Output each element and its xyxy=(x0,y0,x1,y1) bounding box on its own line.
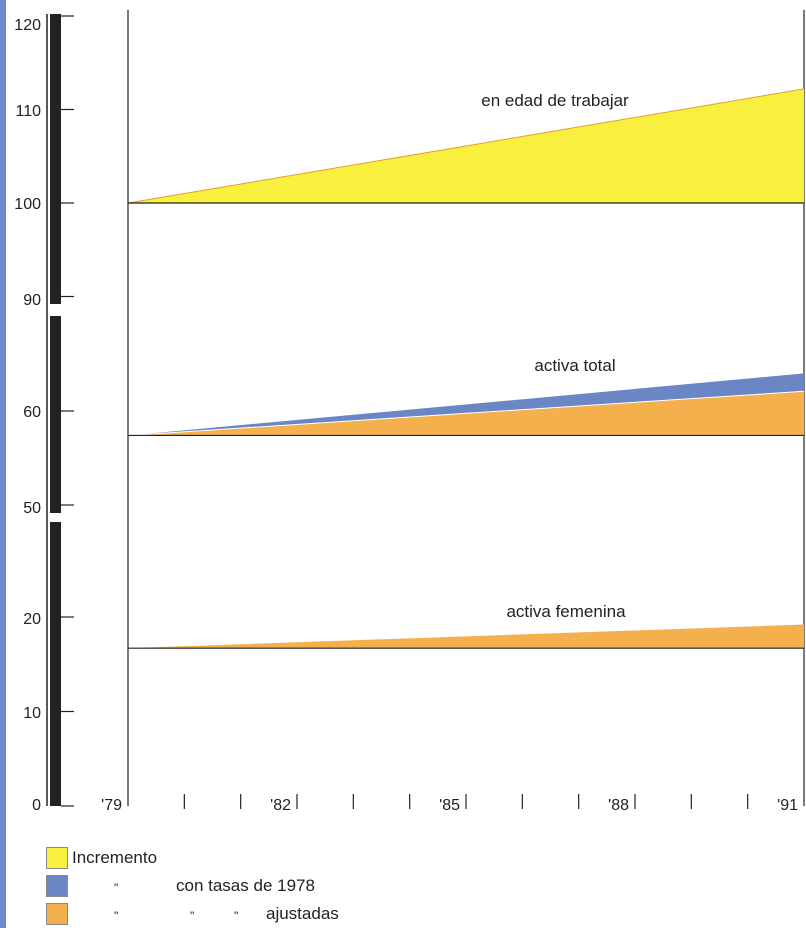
y-tick-label-50: 50 xyxy=(23,500,41,517)
legend-label-ajustadas: ajustadas xyxy=(266,904,339,923)
x-tick-label-85: '85 xyxy=(439,797,460,814)
x-tick-label-88: '88 xyxy=(608,797,629,814)
y-tick-label-60: 60 xyxy=(23,404,41,421)
legend-label-incremento: Incremento xyxy=(72,848,158,867)
x-tick-label-82: '82 xyxy=(270,797,291,814)
y-tick-label-20: 20 xyxy=(23,611,41,628)
y-axis-bar-segment xyxy=(50,14,61,304)
y-tick-label-100: 100 xyxy=(14,196,41,213)
legend-row-tasas-1978: " con tasas de 1978 xyxy=(46,874,446,898)
legend-row-incremento: Incremento xyxy=(46,846,446,870)
legend: Incremento " con tasas de 1978 " " " aju… xyxy=(46,846,446,928)
legend-ditto-mark: " xyxy=(190,909,195,923)
legend-ditto-mark: " xyxy=(114,909,119,923)
series-label-edad-trabajar: en edad de trabajar xyxy=(481,91,629,110)
y-tick-label-120: 120 xyxy=(14,17,41,34)
legend-row-ajustadas: " " " ajustadas xyxy=(46,902,446,926)
y-axis-bar-segment xyxy=(50,316,61,513)
series-label-activa-total: activa total xyxy=(534,356,615,375)
legend-label-tasas-1978: con tasas de 1978 xyxy=(176,876,315,895)
series-label-activa-femenina: activa femenina xyxy=(506,602,626,621)
chart-svg: 120 110 100 90 60 50 20 10 0 '79 '82 '85… xyxy=(14,10,805,814)
legend-ditto-mark: " xyxy=(234,909,239,923)
x-tick-label-79: '79 xyxy=(101,797,122,814)
legend-ditto-mark: " xyxy=(114,881,119,895)
area-activa-femenina-ajustadas xyxy=(128,624,804,649)
y-tick-label-110: 110 xyxy=(15,103,41,120)
y-tick-label-0: 0 xyxy=(32,797,41,814)
legend-swatch-tasas-1978 xyxy=(46,875,68,897)
legend-swatch-incremento xyxy=(46,847,68,869)
page-edge-strip xyxy=(0,0,6,928)
y-tick-label-10: 10 xyxy=(23,705,41,722)
x-tick-label-91: '91 xyxy=(777,797,798,814)
line-edad-trabajar-top xyxy=(127,88,805,204)
y-axis-bar-segment xyxy=(50,522,61,806)
legend-swatch-ajustadas xyxy=(46,903,68,925)
y-tick-label-90: 90 xyxy=(23,292,41,309)
line-activa-total-ajustadas-top xyxy=(127,390,805,436)
